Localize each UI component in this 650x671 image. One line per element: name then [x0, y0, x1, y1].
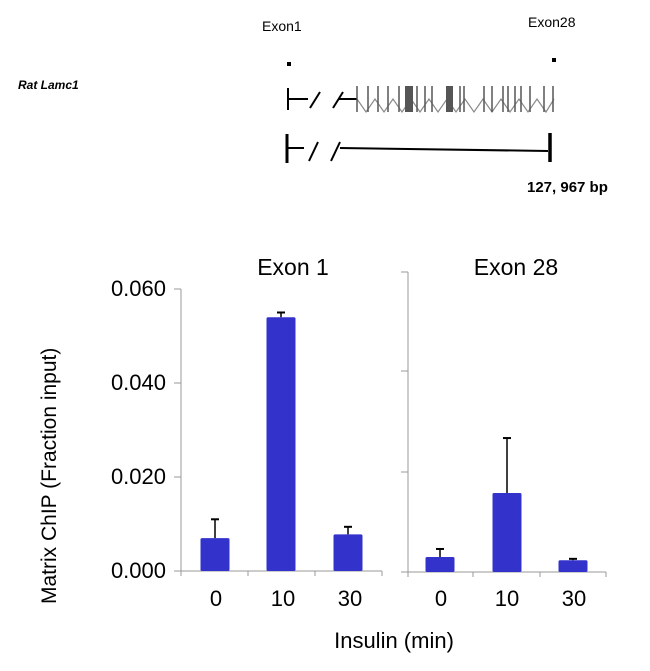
x-tick-label: 10 — [270, 586, 296, 611]
y-tick-label: 0.040 — [110, 370, 166, 395]
x-tick-label: 0 — [434, 586, 448, 611]
exon-end-label: Exon28 — [528, 14, 576, 30]
x-axis-label: Insulin (min) — [334, 628, 454, 653]
x-tick-label: 0 — [209, 586, 223, 611]
chart-title-exon28: Exon 28 — [473, 254, 559, 280]
bar — [266, 317, 296, 571]
bar — [200, 538, 230, 571]
bar — [425, 556, 455, 572]
chart-title-exon1: Exon 1 — [257, 254, 329, 280]
y-tick-label: 0.000 — [110, 558, 166, 583]
bar — [333, 534, 363, 571]
bar — [558, 560, 588, 572]
chart-panel-exon28-bars — [425, 437, 588, 572]
gene-length-label: 127, 967 bp — [527, 179, 608, 196]
chart-panel-exon1-bars — [200, 311, 363, 571]
y-tick-label: 0.020 — [110, 464, 166, 489]
gene-name-label: Rat Lamc1 — [18, 78, 79, 92]
x-tick-label: 30 — [561, 586, 587, 611]
x-tick-label: 30 — [337, 586, 363, 611]
bar — [492, 493, 522, 572]
gene-structure-diagram — [285, 58, 556, 163]
y-tick-label: 0.060 — [110, 276, 166, 301]
y-axis-label: Matrix ChIP (Fraction input) — [38, 347, 61, 604]
x-tick-label: 10 — [494, 586, 520, 611]
exon-start-label: Exon1 — [262, 18, 302, 34]
